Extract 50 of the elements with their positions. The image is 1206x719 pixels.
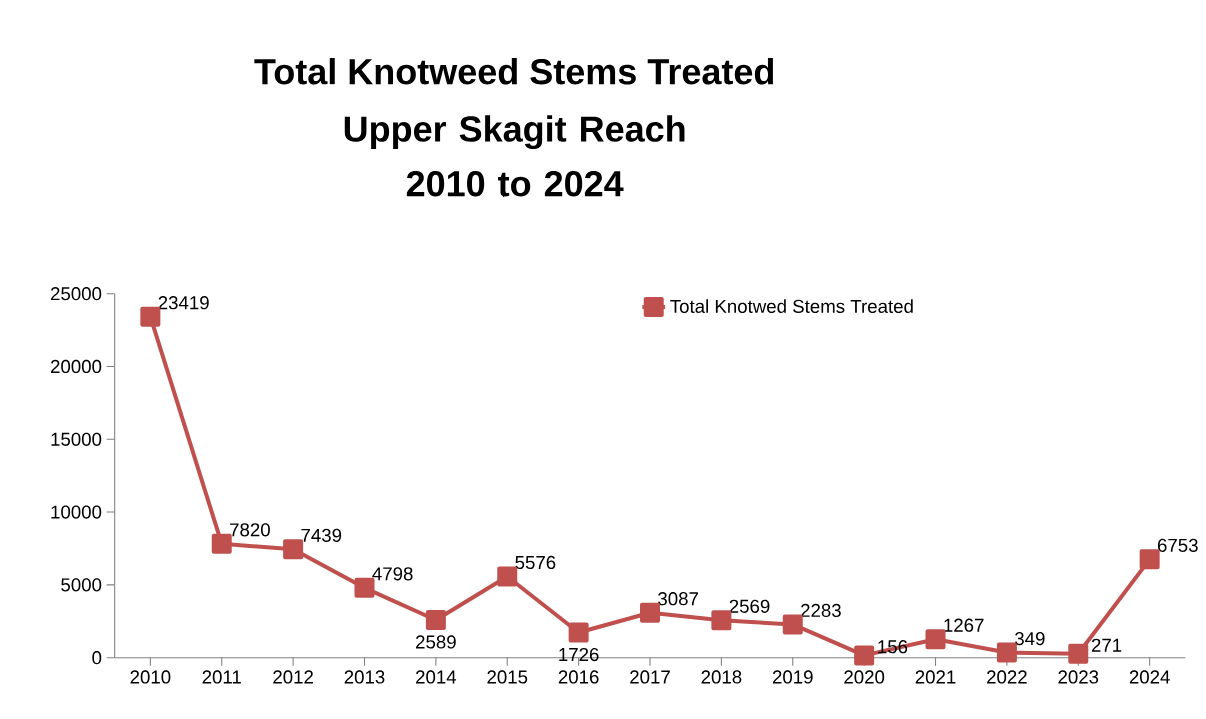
data-label: 5576 (515, 555, 556, 570)
x-tick-label: 2020 (844, 670, 885, 684)
point (854, 645, 875, 666)
x-tick-label: 2014 (416, 670, 457, 684)
point (711, 610, 732, 631)
x-tick-label: 2016 (558, 670, 599, 684)
y-tick-label: 0 (92, 651, 102, 665)
chart-subtitle: Upper Skagit Reach 2010 to 2024 (344, 115, 685, 197)
x-tick-label: 2024 (1129, 670, 1170, 684)
data-label: 7820 (230, 523, 270, 537)
x-tick-label: 2013 (344, 670, 385, 684)
data-label: 7439 (301, 528, 342, 542)
point (1139, 549, 1160, 570)
point (425, 609, 446, 630)
y-tick-label: 15000 (51, 432, 102, 446)
y-tick-label: 10000 (51, 505, 102, 519)
data-label: 3087 (658, 592, 698, 606)
data-label: 156 (878, 640, 908, 654)
x-tick-label: 2018 (701, 670, 742, 684)
point (782, 614, 803, 635)
x-tick-label: 2019 (772, 670, 813, 684)
point (925, 629, 946, 650)
legend-label: Total Knotwed Stems Treated (670, 299, 913, 313)
point (1068, 643, 1089, 664)
point (568, 622, 589, 643)
y-tick-label: 5000 (61, 578, 102, 592)
x-tick-label: 2023 (1058, 670, 1099, 684)
data-label: 2589 (416, 635, 456, 649)
data-label: 2283 (801, 603, 841, 618)
x-tick-label: 2011 (202, 670, 241, 684)
x-tick-label: 2010 (130, 670, 171, 684)
x-tick-label: 2012 (273, 670, 313, 684)
y-tick-label: 25000 (51, 287, 102, 301)
x-tick-label: 2022 (987, 670, 1027, 684)
point (996, 642, 1017, 663)
data-label: 23419 (158, 296, 209, 310)
x-tick-label: 2021 (915, 670, 956, 684)
y-tick-label: 20000 (51, 359, 102, 374)
data-label: 2569 (729, 599, 770, 613)
data-label: 4798 (372, 567, 413, 581)
data-label: 6753 (1157, 538, 1198, 552)
x-tick-label: 2015 (487, 670, 528, 684)
chart-title: Total Knotweed Stems Treated (254, 58, 774, 85)
data-label: 271 (1091, 638, 1122, 652)
data-label: 1726 (559, 647, 599, 662)
data-label: 349 (1014, 631, 1045, 646)
data-label: 1267 (944, 618, 984, 632)
x-tick-label: 2017 (630, 670, 670, 684)
point (211, 533, 232, 554)
point (140, 306, 161, 327)
